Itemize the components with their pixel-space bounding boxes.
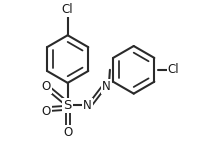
Text: N: N	[83, 99, 92, 112]
Text: O: O	[63, 126, 72, 139]
Text: Cl: Cl	[168, 63, 179, 76]
Text: O: O	[42, 105, 51, 118]
Text: S: S	[63, 99, 72, 112]
Text: O: O	[42, 80, 51, 93]
Text: Cl: Cl	[62, 3, 74, 16]
Text: N: N	[102, 80, 110, 93]
